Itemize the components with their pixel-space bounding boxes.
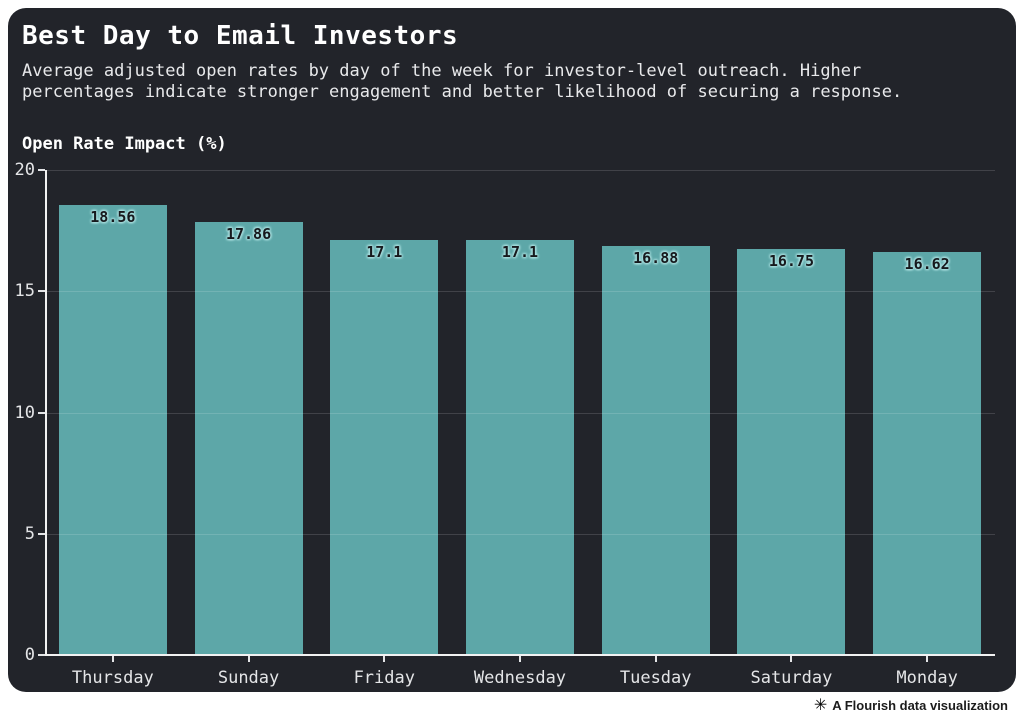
- y-tick-label-20: 20: [14, 160, 35, 180]
- gridline-y-20: [45, 170, 995, 171]
- chart-card: Best Day to Email Investors Average adju…: [8, 8, 1016, 692]
- x-tick-label-thursday: Thursday: [71, 668, 154, 688]
- bar-value-label-tuesday: 16.88: [633, 248, 679, 267]
- x-tick-mark-monday: [926, 656, 929, 662]
- bar-value-label-friday: 17.1: [366, 243, 403, 262]
- bar-sunday[interactable]: 17.86: [194, 221, 303, 655]
- chart-title: Best Day to Email Investors: [22, 21, 459, 51]
- y-tick-label-10: 10: [14, 402, 35, 423]
- y-tick-mark-0: [38, 654, 45, 656]
- x-tick-label-wednesday: Wednesday: [473, 668, 567, 688]
- bar-saturday[interactable]: 16.75: [737, 248, 846, 655]
- plot-area: 0 5 10 15 20 18.56 Thursday 17.86 Sunday 17.1 Frid…: [15, 160, 995, 688]
- bar-value-label-wednesday: 17.1: [501, 243, 539, 262]
- y-axis-line: [45, 170, 47, 656]
- x-tick-label-monday: Monday: [896, 668, 958, 688]
- y-tick-mark-15: [38, 290, 45, 293]
- bar-column-thursday: 18.56 Thursday: [45, 170, 181, 688]
- y-tick-label-5: 5: [24, 523, 35, 544]
- x-tick-label-tuesday: Tuesday: [619, 668, 692, 688]
- bar-column-wednesday: 17.1 Wednesday: [452, 170, 588, 688]
- chart-subtitle-line2: percentages indicate stronger engagement…: [22, 82, 903, 102]
- flourish-attribution[interactable]: ✳ A Flourish data visualization: [814, 697, 1008, 713]
- bar-value-label-monday: 16.62: [904, 254, 950, 273]
- x-tick-mark-wednesday: [518, 656, 521, 662]
- bar-wednesday[interactable]: 17.1: [465, 240, 574, 655]
- x-axis-line: [45, 654, 995, 656]
- chart-subtitle: Average adjusted open rates by day of th…: [22, 61, 902, 103]
- chart-subtitle-line1: Average adjusted open rates by day of th…: [22, 61, 862, 81]
- x-tick-mark-tuesday: [654, 656, 657, 662]
- y-tick-label-15: 15: [14, 281, 35, 302]
- x-tick-label-sunday: Sunday: [217, 668, 280, 688]
- x-tick-mark-friday: [383, 656, 386, 662]
- bar-value-label-thursday: 18.56: [90, 207, 136, 226]
- bar-friday[interactable]: 17.1: [330, 240, 439, 655]
- y-tick-label-0: 0: [24, 645, 35, 665]
- bar-value-label-sunday: 17.86: [225, 224, 272, 243]
- flourish-attribution-label: A Flourish data visualization: [832, 697, 1008, 713]
- bar-column-saturday: 16.75 Saturday: [724, 170, 860, 688]
- x-tick-label-friday: Friday: [353, 668, 415, 688]
- y-tick-mark-5: [38, 532, 45, 535]
- bar-column-monday: 16.62 Monday: [859, 170, 995, 688]
- bar-monday[interactable]: 16.62: [873, 251, 982, 655]
- gridline-y-10: [45, 412, 995, 414]
- bar-column-tuesday: 16.88 Tuesday: [588, 170, 724, 688]
- y-axis-title: Open Rate Impact (%): [22, 134, 227, 154]
- y-tick-mark-10: [38, 411, 45, 414]
- bar-tuesday[interactable]: 16.88: [601, 245, 710, 655]
- y-tick-mark-20: [38, 169, 45, 171]
- bar-column-friday: 17.1 Friday: [316, 170, 452, 688]
- x-tick-mark-sunday: [247, 656, 250, 662]
- x-tick-mark-thursday: [111, 656, 114, 662]
- gridline-y-15: [45, 291, 995, 293]
- x-tick-label-saturday: Saturday: [750, 668, 833, 688]
- bar-column-sunday: 17.86 Sunday: [181, 170, 317, 688]
- x-tick-mark-saturday: [790, 656, 793, 662]
- bar-thursday[interactable]: 18.56: [58, 204, 167, 655]
- flourish-asterisk-icon: ✳: [813, 695, 828, 714]
- gridline-y-5: [45, 533, 995, 535]
- bar-value-label-saturday: 16.75: [768, 251, 814, 270]
